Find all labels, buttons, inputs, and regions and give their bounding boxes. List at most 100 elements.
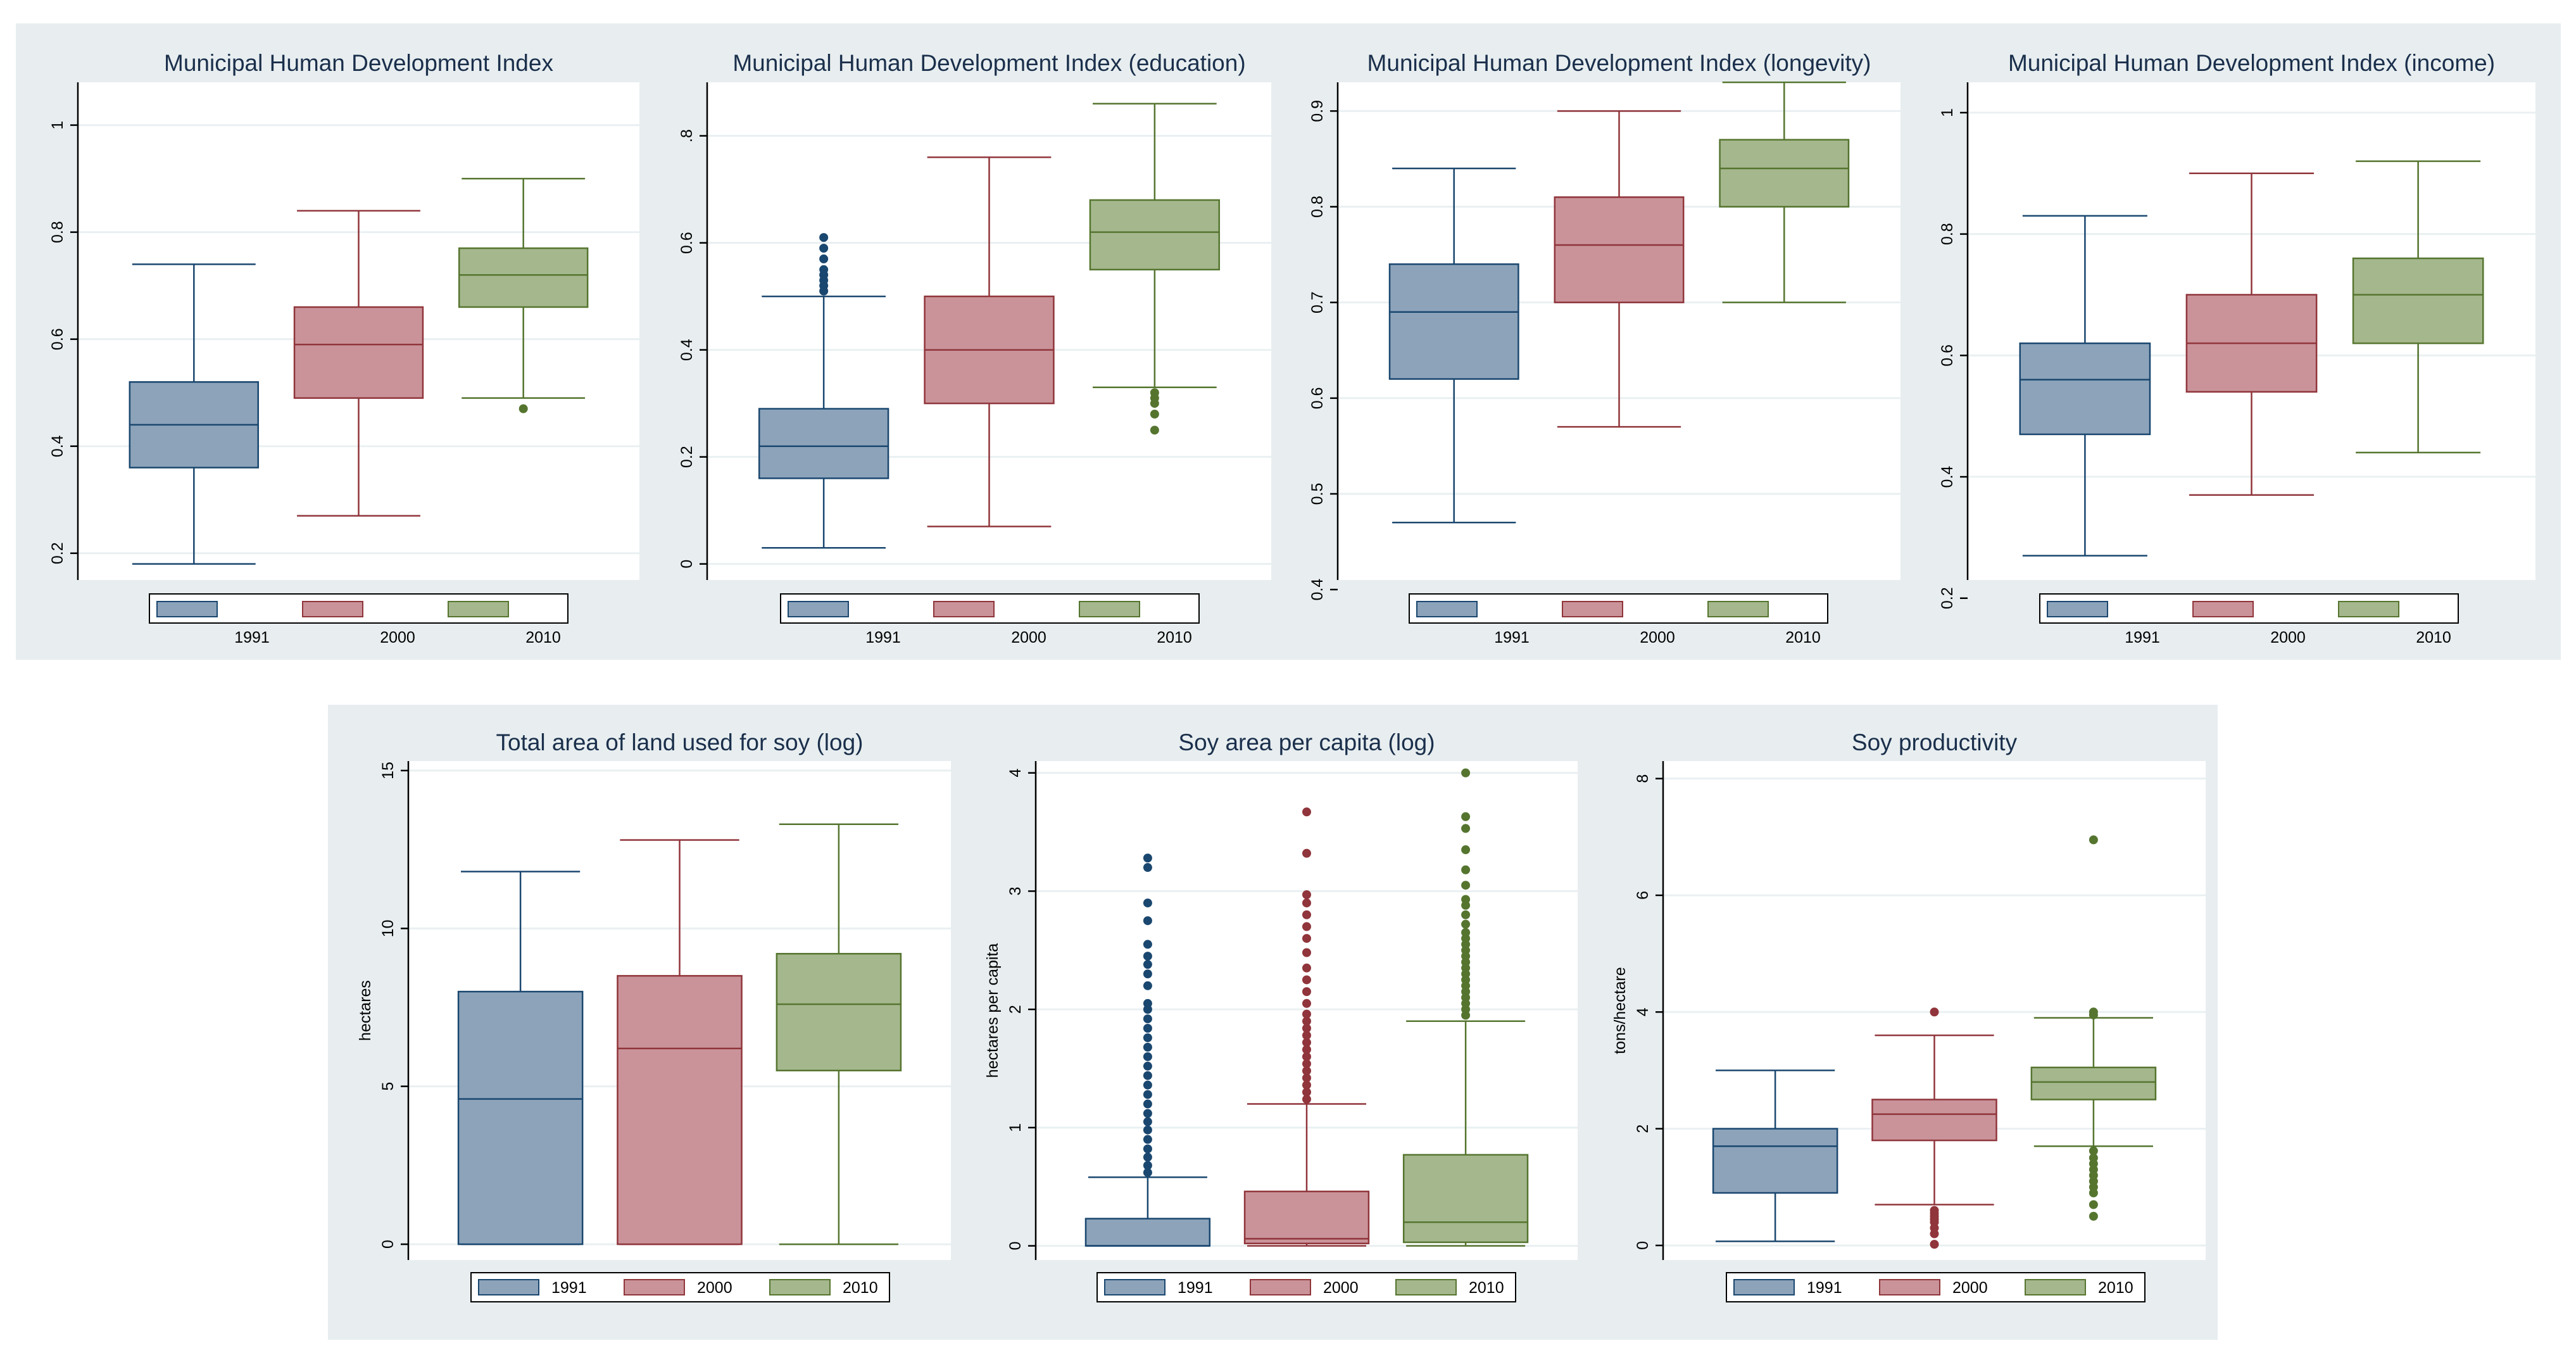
legend-key-2010 — [448, 601, 509, 617]
outlier-point — [819, 265, 829, 274]
outlier-point — [1143, 1042, 1152, 1052]
iqr-box — [758, 408, 889, 479]
legend: 1991 2000 2010 — [780, 593, 1200, 646]
y-tick-label: 0 — [678, 560, 696, 569]
iqr-box — [1871, 1099, 1997, 1142]
y-tick-label: 0.2 — [1938, 587, 1956, 609]
outlier-point — [1143, 898, 1152, 908]
iqr-box — [1388, 263, 1519, 380]
outlier-point — [1302, 848, 1311, 858]
legend-label-2000: 2000 — [2270, 629, 2306, 646]
legend-label-2010: 2010 — [525, 629, 561, 646]
box-2000 — [1554, 110, 1685, 428]
charts-group: 0.2 0.4 0.6 0.8 1 Municipal Human Development… — [49, 50, 2535, 1302]
legend-key-1991 — [156, 601, 218, 617]
legend-key-1991 — [788, 601, 849, 617]
legend-key-2000 — [1250, 1279, 1311, 1295]
legend-label-2010: 2010 — [1469, 1279, 1504, 1297]
iqr-box — [1243, 1190, 1370, 1245]
outlier-point — [1143, 916, 1152, 926]
legend: 1991 2000 2010 — [149, 593, 569, 646]
outlier-point — [1302, 890, 1311, 900]
y-axis-label: hectares — [356, 980, 374, 1041]
y-axis-label: hectares per capita — [984, 943, 1002, 1078]
y-tick-label: 0.4 — [1309, 579, 1326, 601]
outlier-point — [1143, 999, 1152, 1008]
legend-key-1991 — [478, 1279, 539, 1295]
legend-label-1991: 1991 — [1494, 629, 1530, 646]
box-1991 — [1712, 1069, 1838, 1242]
legend-label-2010: 2010 — [1157, 629, 1192, 646]
y-tick-label: 0.9 — [1309, 100, 1326, 122]
chart-5: 0 5 10 15 Total area of land used for soy (l… — [356, 729, 951, 1302]
outlier-point — [2089, 835, 2098, 845]
y-tick-label: 1 — [1007, 1123, 1024, 1132]
box-2000 — [617, 839, 743, 1245]
legend-key-2000 — [624, 1279, 685, 1295]
box-2010 — [2352, 160, 2484, 453]
outlier-point — [1461, 895, 1471, 904]
outlier-point — [1461, 812, 1471, 821]
legend-label-2010: 2010 — [1785, 629, 1821, 646]
legend-key-2010 — [1079, 601, 1140, 617]
y-tick-label: 0 — [1007, 1242, 1024, 1251]
y-axis-label: tons/hectare — [1611, 967, 1629, 1054]
outlier-point — [2089, 1200, 2098, 1209]
outlier-point — [1143, 1090, 1152, 1099]
outlier-point — [1150, 425, 1159, 435]
legend: 1991 2000 2010 — [2039, 593, 2459, 646]
y-tick-label: 2 — [1634, 1125, 1652, 1133]
outlier-point — [1143, 1080, 1152, 1090]
y-tick-label: 1 — [49, 121, 66, 130]
iqr-box — [458, 247, 589, 308]
legend-key-2000 — [302, 601, 363, 617]
chart-title: Municipal Human Development Index (longe… — [1367, 50, 1871, 76]
outlier-point — [1143, 1125, 1152, 1135]
outlier-point — [1143, 1168, 1152, 1177]
box-1991 — [2019, 215, 2151, 557]
outlier-point — [1143, 1014, 1152, 1024]
legend-key-2010 — [1395, 1279, 1457, 1295]
outlier-point — [819, 244, 829, 253]
chart-4: 0.2 0.4 0.6 0.8 1 Municipal Human Development… — [1938, 50, 2535, 646]
legend-key-1991 — [1416, 601, 1478, 617]
legend-key-2000 — [1879, 1279, 1940, 1295]
outlier-point — [1461, 824, 1471, 833]
outlier-point — [1461, 865, 1471, 874]
outlier-point — [1302, 1009, 1311, 1019]
box-1991 — [129, 263, 260, 565]
y-tick-label: 3 — [1007, 886, 1024, 895]
outlier-point — [1143, 1152, 1152, 1162]
box-2010 — [458, 177, 589, 413]
box-2010 — [1402, 768, 1529, 1247]
iqr-box — [617, 974, 743, 1245]
y-tick-label: 0.2 — [49, 542, 66, 564]
y-tick-label: 0.7 — [1309, 291, 1326, 313]
outlier-point — [1302, 948, 1311, 957]
y-tick-label: 0.8 — [1938, 223, 1956, 245]
chart-1: 0.2 0.4 0.6 0.8 1 Municipal Human Development… — [49, 50, 639, 646]
legend: 1991 2000 2010 — [1096, 1272, 1516, 1302]
legend-key-1991 — [2047, 601, 2108, 617]
y-tick-label: 6 — [1634, 891, 1652, 900]
outlier-point — [1302, 1052, 1311, 1061]
outlier-point — [1150, 399, 1159, 408]
outlier-point — [1143, 952, 1152, 961]
y-tick-label: 0.6 — [1938, 344, 1956, 367]
legend: 1991 2000 2010 — [1409, 593, 1828, 646]
outlier-point — [1143, 1052, 1152, 1061]
outlier-point — [2089, 1211, 2098, 1221]
legend: 1991 2000 2010 — [470, 1272, 890, 1302]
iqr-box — [2352, 257, 2484, 344]
outlier-point — [1302, 1024, 1311, 1033]
chart-title: Municipal Human Development Index — [164, 50, 553, 76]
legend-key-2000 — [933, 601, 995, 617]
outlier-point — [1930, 1229, 1939, 1238]
box-2000 — [1243, 807, 1370, 1247]
outlier-point — [1143, 1033, 1152, 1042]
outlier-point — [1461, 910, 1471, 919]
outlier-point — [1302, 898, 1311, 908]
legend-key-1991 — [1104, 1279, 1165, 1295]
outlier-point — [1930, 1007, 1939, 1017]
outlier-point — [1461, 768, 1471, 778]
